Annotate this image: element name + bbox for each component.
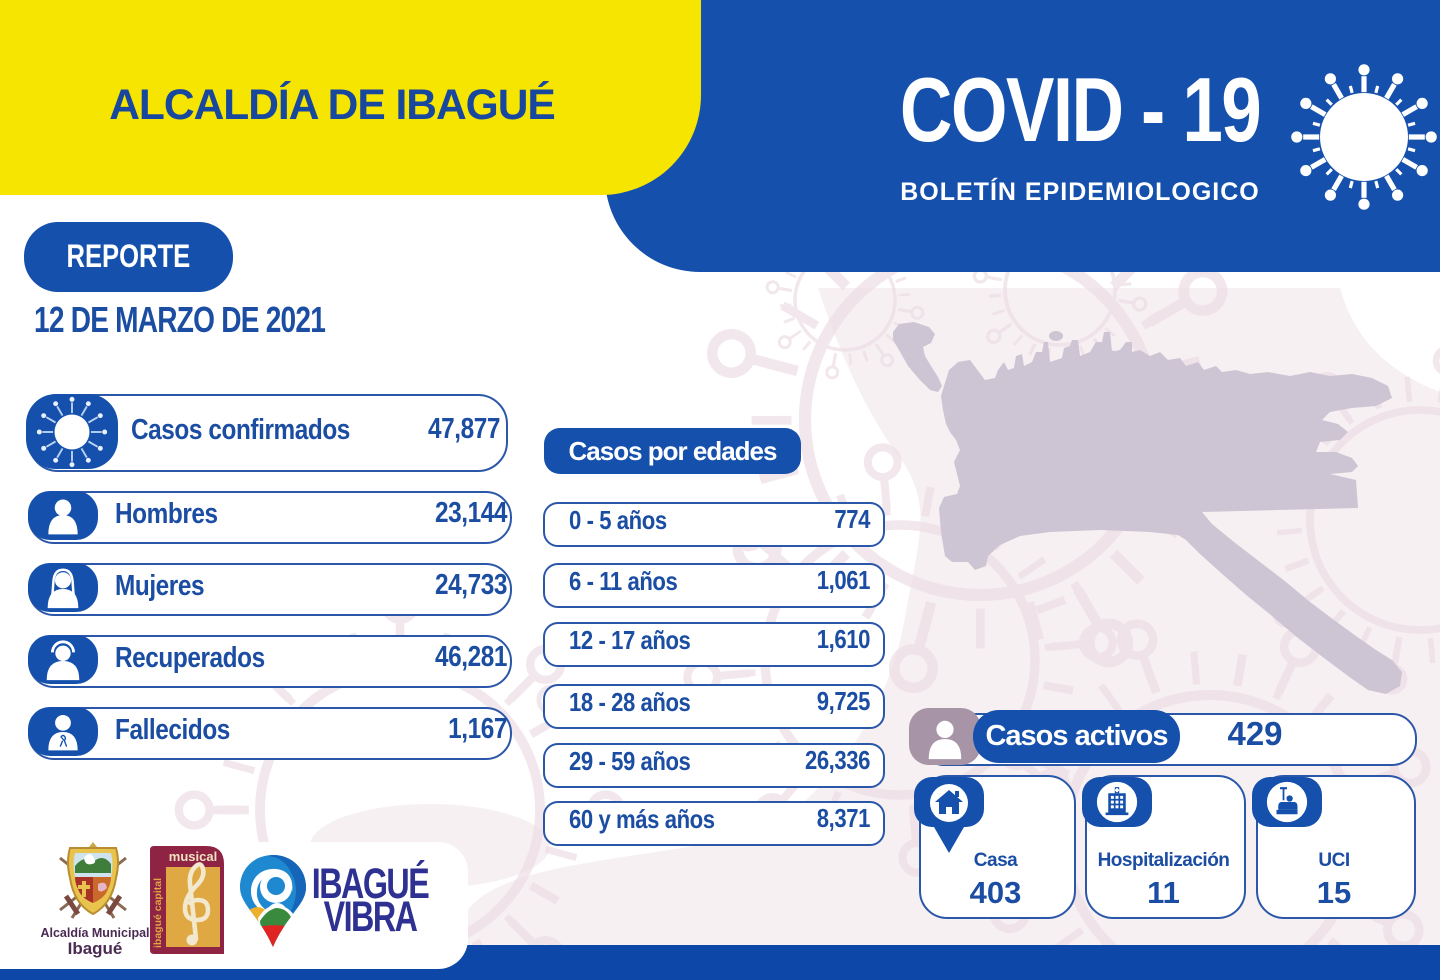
svg-text:musical: musical [169,849,217,864]
svg-text:ibagué capital: ibagué capital [152,878,164,948]
